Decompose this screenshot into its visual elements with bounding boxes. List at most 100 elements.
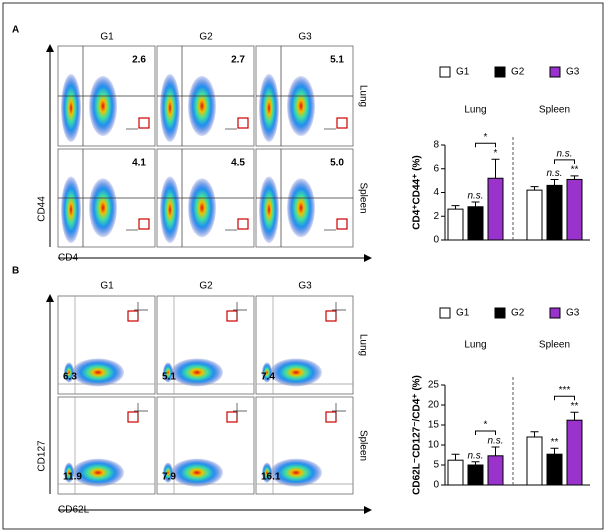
- population: [160, 176, 180, 244]
- significance: **: [551, 437, 559, 448]
- error-bar: [530, 431, 539, 437]
- bar: [467, 464, 484, 486]
- population: [188, 76, 216, 136]
- gate-box: [336, 218, 348, 230]
- population: [270, 458, 322, 487]
- population: [72, 358, 124, 387]
- y-tick-label: 20: [428, 400, 440, 411]
- bar: [447, 459, 464, 486]
- significance: n.s.: [546, 168, 562, 179]
- population: [171, 358, 223, 387]
- population: [287, 76, 315, 136]
- legend-label: G1: [456, 308, 470, 319]
- gate-value: 5.1: [162, 372, 176, 383]
- significance: **: [571, 165, 579, 176]
- population: [270, 358, 322, 387]
- gate-box: [138, 117, 150, 129]
- panel-letter: B: [12, 266, 19, 277]
- legend-swatch: [439, 307, 451, 319]
- gate-value: 5.1: [330, 55, 344, 66]
- population: [64, 362, 74, 383]
- bracket-label: n.s.: [556, 149, 572, 160]
- category-label: Spleen: [539, 340, 570, 351]
- population: [163, 362, 173, 383]
- error-bar: [570, 175, 579, 180]
- legend-swatch: [494, 307, 506, 319]
- legend-label: G3: [566, 67, 580, 78]
- gate-value: 6.3: [63, 372, 77, 383]
- x-axis-label: CD62L: [58, 505, 90, 516]
- gate-corner: [134, 403, 148, 419]
- y-tick-label: 5: [433, 460, 439, 471]
- gate-value: 7.4: [261, 372, 275, 383]
- bar: [447, 208, 464, 241]
- category-label: Lung: [464, 340, 486, 351]
- gate-corner: [233, 403, 247, 419]
- error-bar: [451, 453, 460, 461]
- y-axis-label: CD62L⁻CD127⁻/CD4⁺ (%): [412, 375, 423, 495]
- legend-label: G1: [456, 67, 470, 78]
- gate-value: 11.9: [63, 472, 82, 483]
- bar: [467, 206, 484, 241]
- bracket-label: ***: [559, 385, 571, 396]
- gate-corner: [134, 302, 148, 318]
- bracket: [554, 395, 575, 401]
- error-bar: [570, 411, 579, 421]
- population: [287, 178, 315, 238]
- gate-value: 4.5: [231, 158, 245, 169]
- panel-letter: A: [12, 25, 19, 36]
- significance: n.s.: [467, 191, 483, 202]
- y-tick-label: 25: [428, 380, 440, 391]
- column-header: G2: [199, 281, 213, 292]
- gate-box: [237, 218, 249, 230]
- category-label: Lung: [464, 105, 486, 116]
- gate-corner: [233, 302, 247, 318]
- error-bar: [550, 178, 559, 186]
- gate-value: 7.9: [162, 472, 176, 483]
- y-axis-label: CD127: [37, 440, 48, 472]
- population: [64, 462, 74, 483]
- column-header: G2: [199, 32, 213, 43]
- row-label: Lung: [357, 85, 368, 107]
- population: [262, 462, 272, 483]
- bar: [487, 177, 504, 241]
- bar: [487, 455, 504, 486]
- legend-label: G2: [511, 308, 525, 319]
- error-bar: [471, 201, 480, 207]
- column-header: G1: [100, 32, 114, 43]
- bar: [526, 436, 543, 486]
- error-bar: [550, 447, 559, 455]
- legend-label: G3: [566, 308, 580, 319]
- y-axis-label: CD44: [37, 196, 48, 222]
- population: [188, 178, 216, 238]
- gate-value: 5.0: [330, 158, 344, 169]
- bracket: [475, 430, 496, 435]
- bar: [566, 178, 583, 241]
- y-tick-label: 10: [428, 440, 440, 451]
- population: [259, 176, 279, 244]
- population: [262, 362, 272, 383]
- bracket: [554, 159, 575, 164]
- legend-swatch: [439, 66, 451, 78]
- population: [171, 458, 223, 487]
- gate-value: 16.1: [261, 472, 281, 483]
- y-tick-label: 4: [433, 187, 439, 198]
- row-label: Lung: [357, 334, 368, 356]
- population: [160, 74, 180, 142]
- bar: [546, 184, 563, 241]
- significance: n.s.: [487, 436, 503, 447]
- population: [61, 74, 81, 142]
- gate-corner: [332, 302, 346, 318]
- gate-box: [138, 218, 150, 230]
- gate-box: [336, 117, 348, 129]
- legend-swatch: [494, 66, 506, 78]
- y-tick-label: 6: [433, 163, 439, 174]
- legend-label: G2: [511, 67, 525, 78]
- column-header: G3: [298, 32, 312, 43]
- y-axis-label: CD4⁺CD44⁺ (%): [412, 155, 423, 229]
- gate-corner: [332, 403, 346, 419]
- y-tick-label: 2: [433, 211, 439, 222]
- y-tick-label: 8: [433, 140, 439, 151]
- legend-swatch: [549, 307, 561, 319]
